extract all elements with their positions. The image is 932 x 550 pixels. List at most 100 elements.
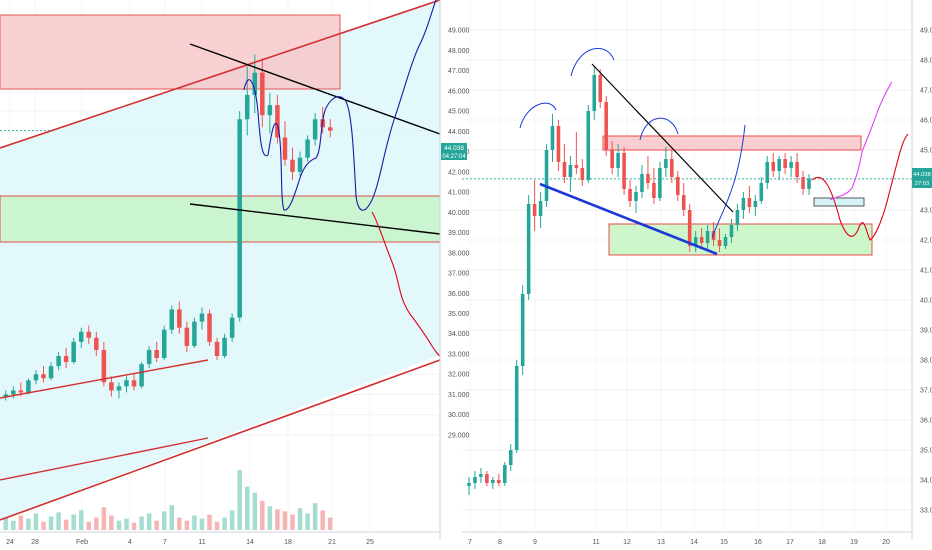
left-volume-bar	[199, 518, 205, 530]
left-volume-bar	[222, 517, 227, 530]
right-time-tick: 17	[786, 539, 794, 546]
left-volume-bar	[207, 514, 212, 530]
left-volume-bar	[101, 507, 107, 530]
left-price-tick: 48.000	[448, 48, 470, 55]
left-candle-body	[312, 119, 318, 140]
right-price-tick: 45.000	[920, 148, 932, 155]
left-price-tick: 42.000	[448, 169, 470, 176]
right-candle-body	[550, 126, 555, 150]
right-time-tick: 15	[720, 539, 728, 546]
right-candle-body	[616, 153, 620, 168]
left-time-tick: 14	[246, 539, 254, 546]
left-volume-bar	[116, 520, 122, 530]
left-candle-body	[109, 382, 114, 391]
right-resistance-zone	[602, 135, 862, 151]
left-candle-body	[244, 94, 250, 120]
right-candle-body	[568, 165, 573, 177]
right-candle-body	[502, 465, 507, 483]
right-candle-body	[735, 210, 740, 225]
left-candle-body	[267, 105, 273, 116]
left-price-tick: 36.000	[448, 291, 470, 298]
left-triangle-lower-line	[189, 203, 441, 235]
left-volume-bar	[56, 512, 61, 530]
right-price-tick: 40.000	[920, 298, 932, 305]
right-candle-body	[610, 150, 614, 168]
left-candle-body	[11, 390, 16, 395]
left-candle-body	[116, 386, 122, 391]
left-candle-body	[327, 127, 333, 131]
right-candle-body	[753, 201, 758, 207]
left-volume-bar	[312, 503, 318, 530]
right-candle-body	[520, 294, 525, 366]
left-last-price-tag: 44.038 04:27:04	[441, 143, 467, 160]
right-price-tick: 34.000	[920, 478, 932, 485]
right-candle-body	[544, 150, 549, 201]
left-candle-body	[48, 366, 54, 379]
right-price-tick: 33.000	[920, 508, 932, 515]
right-candle-body	[580, 168, 585, 180]
right-candle-body	[687, 210, 692, 246]
left-candle-body	[260, 72, 265, 116]
left-volume-bar	[18, 515, 24, 530]
left-candle-body	[275, 105, 280, 138]
left-volume-bar	[169, 505, 175, 530]
left-volume-bar	[327, 517, 333, 530]
left-projection-red-path	[371, 211, 441, 357]
left-candle-body	[3, 394, 9, 397]
left-volume-bar	[275, 509, 280, 530]
right-candle-body	[795, 162, 799, 177]
left-time-tick: 7	[163, 539, 167, 546]
left-candle-body	[56, 356, 61, 367]
right-candle-body	[634, 192, 638, 201]
left-volume-bar	[184, 520, 190, 530]
right-candle-body	[592, 75, 597, 111]
left-volume-bar	[282, 511, 288, 530]
right-candle-body	[741, 198, 746, 210]
right-candle-body	[604, 102, 608, 150]
right-candle-body	[729, 225, 734, 237]
left-candle-body	[71, 341, 76, 363]
left-candle-body	[161, 329, 167, 359]
right-candles	[467, 66, 811, 495]
right-time-tick: 9	[533, 539, 537, 546]
left-price-tick: 37.000	[448, 271, 470, 278]
left-candle-body	[86, 331, 92, 338]
right-time-tick: 12	[623, 539, 631, 546]
right-candle-body	[675, 177, 680, 195]
right-time-tick: 14	[690, 539, 698, 546]
right-price-tick: 49.000	[920, 28, 932, 35]
left-volume-bar	[86, 521, 92, 530]
right-price-tick: 46.000	[920, 118, 932, 125]
right-time-axis: 7 8 9 11 12 13 14 15 16 17 18 19 20	[462, 531, 912, 546]
left-price-tick: 33.000	[448, 351, 470, 358]
left-small-channel-lower	[0, 437, 209, 481]
right-candle-body	[646, 174, 650, 183]
left-volume-bar	[131, 522, 137, 530]
right-candle-body	[759, 183, 764, 201]
left-triangle-upper-line	[189, 43, 441, 135]
right-candle-body	[670, 159, 674, 177]
left-volume-bar	[139, 516, 144, 530]
right-candle-body	[789, 162, 793, 168]
right-blue-hump-2	[570, 48, 615, 77]
left-time-tick: Feb	[76, 539, 88, 546]
right-price-tick: 35.000	[920, 448, 932, 455]
left-candle-body	[252, 72, 258, 95]
right-candle-body	[485, 474, 489, 483]
left-time-tick: 11	[198, 539, 205, 546]
right-price-tick: 47.000	[920, 88, 932, 95]
right-plot-background	[462, 0, 912, 530]
left-price-tick: 30.000	[448, 412, 470, 419]
right-candle-body	[479, 474, 483, 477]
left-countdown-label: 04:27:04	[442, 154, 466, 160]
left-volume-bar	[154, 520, 159, 530]
left-resistance-zone	[0, 14, 341, 90]
left-candle-body	[229, 317, 235, 338]
left-volume-bar	[290, 514, 295, 530]
right-candle-body	[497, 480, 501, 483]
left-volume-bar	[3, 517, 9, 530]
left-price-tick: 38.000	[448, 250, 470, 257]
left-volume-bar	[214, 521, 220, 530]
left-volume-bar	[41, 521, 46, 530]
